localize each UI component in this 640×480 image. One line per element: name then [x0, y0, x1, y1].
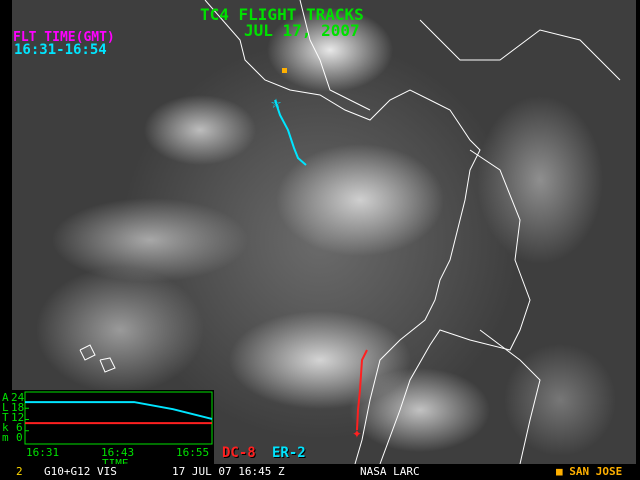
- y-axis-letter: k: [2, 421, 9, 434]
- y-axis-letter: m: [2, 431, 9, 444]
- y-axis-letter: L: [2, 401, 9, 414]
- city-legend: ■ SAN JOSE: [556, 464, 622, 480]
- series-line-er2: [25, 401, 213, 420]
- y-tick-label: 6: [16, 421, 23, 434]
- city-name: SAN JOSE: [569, 465, 623, 478]
- border-south-america: [379, 149, 531, 465]
- x-tick-label: 16:43: [101, 446, 135, 459]
- coastline-caribbean: [419, 19, 621, 81]
- image-border: [636, 0, 640, 464]
- coastline-galapagos: [79, 344, 96, 361]
- image-datetime: 17 JUL 07 16:45 Z: [172, 465, 285, 478]
- y-tick-label: 24: [11, 391, 25, 404]
- map-title: TC4 FLIGHT TRACKS: [200, 5, 364, 24]
- coastlines: [79, 0, 621, 465]
- coastline-galapagos: [99, 357, 116, 373]
- flight-time-label: FLT TIME(GMT): [13, 30, 115, 45]
- chart-frame: [24, 391, 213, 445]
- status-bar: 2 G10+G12 VIS 17 JUL 07 16:45 Z NASA LAR…: [0, 464, 640, 480]
- y-axis-letter: T: [2, 411, 9, 424]
- san-jose-marker: [282, 68, 287, 73]
- coastline-pacific: [299, 0, 371, 111]
- er2-flight-track: [274, 99, 307, 166]
- coastline-central-america: [204, 0, 481, 465]
- dc8-position-star-icon: ✦: [352, 423, 362, 442]
- legend-er2: ER-2: [272, 445, 306, 461]
- image-border: [0, 0, 12, 464]
- er2-position-star-icon: ☆: [271, 92, 282, 113]
- map-date: JUL 17, 2007: [244, 21, 360, 40]
- credit-label: NASA LARC: [360, 465, 420, 478]
- x-tick-label: 16:55: [176, 446, 210, 459]
- y-tick-label: 12: [11, 411, 25, 424]
- frame-number: 2: [16, 465, 23, 478]
- city-marker-icon: ■: [556, 465, 563, 478]
- y-tick-label: 18: [11, 401, 25, 414]
- x-tick-label: 16:31: [26, 446, 60, 459]
- dc8-flight-track: [356, 349, 368, 431]
- legend-dc8: DC-8: [222, 445, 256, 461]
- y-axis-letter: A: [2, 391, 9, 404]
- y-tick-label: 0: [16, 431, 23, 444]
- satellite-image: [0, 0, 636, 464]
- altitude-time-chart: [0, 390, 214, 470]
- flight-time-range: 16:31-16:54: [14, 42, 107, 58]
- sensor-label: G10+G12 VIS: [44, 465, 117, 478]
- border-ecuador-peru: [479, 329, 541, 465]
